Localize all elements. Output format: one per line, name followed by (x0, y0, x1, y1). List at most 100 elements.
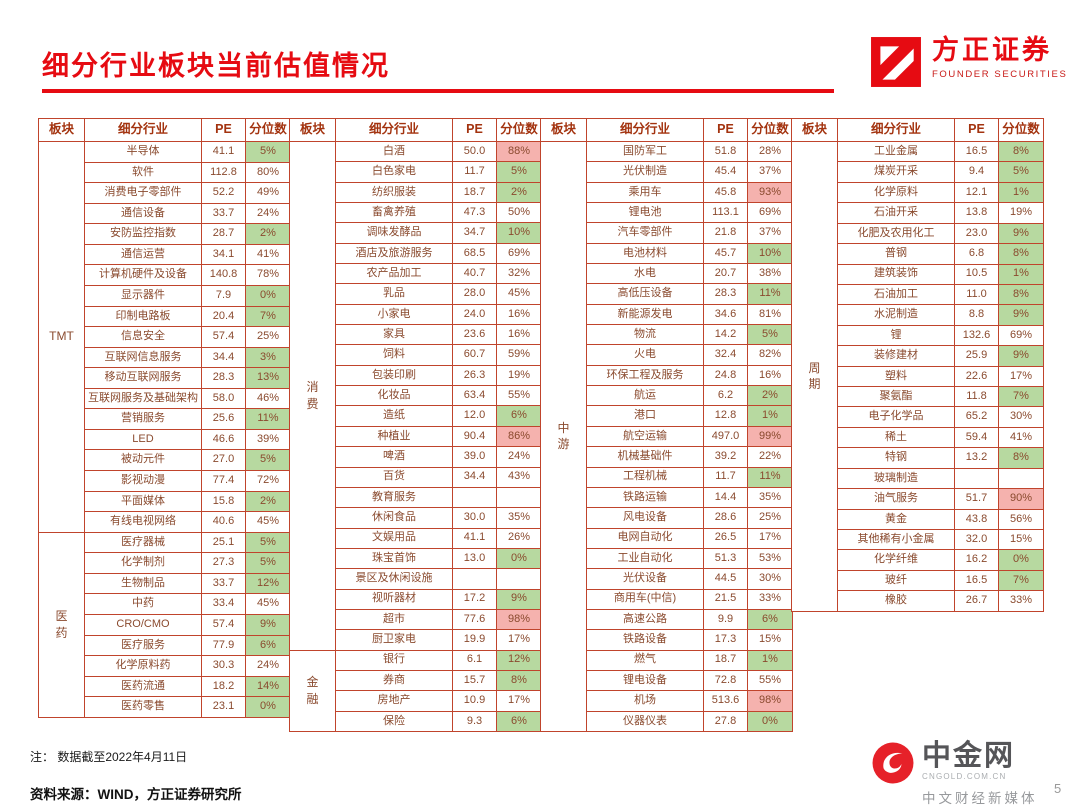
pe-value: 24.0 (452, 303, 497, 326)
percentile-value: 37% (747, 161, 793, 183)
table-row: 港口 12.8 1% (541, 405, 793, 427)
percentile-value: 59% (496, 344, 542, 366)
source-note: 资料来源：WIND，方正证券研究所 (30, 787, 242, 802)
pe-value: 23.0 (954, 222, 999, 245)
pe-value: 63.4 (452, 385, 497, 407)
industry-name: 石油开采 (837, 202, 955, 224)
pe-value: 12.1 (954, 181, 999, 204)
percentile-value (496, 568, 542, 590)
table-row: 显示器件 7.9 0% (39, 284, 291, 307)
pe-value: 32.0 (954, 529, 999, 551)
column-header: 分位数 (747, 118, 793, 142)
table-row: 化妆品 63.4 55% (290, 385, 542, 407)
industry-name: 互联网服务及基础架构 (84, 387, 202, 410)
pe-value: 45.8 (703, 181, 748, 204)
industry-name: 化肥及农用化工 (837, 222, 955, 245)
percentile-value: 5% (245, 449, 291, 471)
industry-name: 化学纤维 (837, 549, 955, 571)
pe-value: 27.8 (703, 710, 748, 732)
column-header: 细分行业 (335, 118, 453, 142)
table-row: 印制电路板 20.4 7% (39, 305, 291, 328)
table-row: 医药流通 18.2 14% (39, 675, 291, 698)
valuation-subtable: 板块 细分行业 PE 分位数 TMT 半导体 41.1 5% 软件 112.8 80% 消费电子零部件… (38, 118, 291, 718)
industry-name: 计算机硬件及设备 (84, 264, 202, 286)
column-header: 板块 (289, 118, 336, 142)
table-header-row: 板块 细分行业 PE 分位数 (791, 118, 1044, 142)
industry-name: 化妆品 (335, 385, 453, 407)
percentile-value: 9% (998, 345, 1044, 367)
cngold-domain: CNGOLD.COM.CN (922, 772, 1007, 781)
industry-name: 通信运营 (84, 243, 202, 266)
table-row: 消费电子零部件 52.2 49% (39, 182, 291, 204)
table-row: 调味发酵品 34.7 10% (290, 222, 542, 244)
percentile-value: 53% (747, 547, 793, 570)
valuation-subtable: 板块 细分行业 PE 分位数消 费白酒 50.0 88% 白色家电 11.7 5% 纺织服装 18.… (289, 118, 542, 732)
industry-name: 厨卫家电 (335, 629, 453, 651)
industry-name: 电子化学品 (837, 406, 955, 428)
percentile-value: 81% (747, 303, 793, 326)
table-row: 机械基础件 39.2 22% (541, 446, 793, 468)
pe-value: 46.6 (201, 428, 246, 451)
pe-value: 25.1 (201, 531, 246, 554)
table-header-row: 板块 细分行业 PE 分位数 (540, 118, 793, 142)
table-row: 新能源发电 34.6 81% (541, 303, 793, 326)
industry-name: 白色家电 (335, 161, 453, 183)
percentile-value: 10% (496, 222, 542, 244)
pe-value: 77.9 (201, 634, 246, 657)
percentile-value: 5% (245, 552, 291, 574)
percentile-value: 22% (747, 446, 793, 468)
table-row: 建筑装饰 10.5 1% (792, 263, 1044, 285)
industry-name: 稀土 (837, 426, 955, 449)
table-row: TMT 半导体 41.1 5% (38, 141, 291, 533)
table-row: 文娱用品 41.1 26% (290, 527, 542, 549)
percentile-value (998, 467, 1044, 490)
title-underline (42, 89, 834, 93)
column-header: 板块 (791, 118, 838, 142)
industry-name: 塑料 (837, 365, 955, 388)
pe-value: 112.8 (201, 161, 246, 184)
pe-value: 30.3 (201, 655, 246, 677)
table-row: 工程机械 11.7 11% (541, 466, 793, 488)
industry-name: 饲料 (335, 344, 453, 366)
table-row: 教育服务 (290, 486, 542, 509)
table-row: 玻璃制造 (792, 467, 1044, 490)
pe-value: 18.2 (201, 675, 246, 698)
column-header: PE (201, 118, 246, 142)
industry-name: 纺织服装 (335, 181, 453, 204)
table-row: 中药 33.4 45% (39, 593, 291, 615)
table-row: 被动元件 27.0 5% (39, 449, 291, 471)
pe-value: 39.2 (703, 446, 748, 468)
industry-name: 酒店及旅游服务 (335, 242, 453, 265)
pe-value: 72.8 (703, 669, 748, 692)
industry-name: 港口 (586, 405, 704, 427)
cngold-logo-icon (872, 742, 914, 784)
table-row: 平面媒体 15.8 2% (39, 490, 291, 513)
sector-label: 医 药 (38, 531, 85, 718)
percentile-value: 55% (496, 385, 542, 407)
pe-value: 45.4 (703, 161, 748, 183)
table-row: 风电设备 28.6 25% (541, 507, 793, 529)
table-row: 软件 112.8 80% (39, 161, 291, 184)
percentile-value: 8% (998, 243, 1044, 265)
table-row: 种植业 90.4 86% (290, 425, 542, 448)
industry-name: 光伏设备 (586, 568, 704, 590)
industry-name: 平面媒体 (84, 490, 202, 513)
percentile-value: 45% (245, 511, 291, 533)
column-header: PE (703, 118, 748, 142)
pe-value: 30.0 (452, 507, 497, 529)
pe-value: 51.7 (954, 488, 999, 510)
pe-value: 9.3 (452, 710, 497, 732)
pe-value: 17.3 (703, 629, 748, 651)
percentile-value: 1% (998, 263, 1044, 285)
pe-value: 34.7 (452, 222, 497, 244)
data-note: 注： 数据截至2022年4月11日 (30, 750, 188, 764)
industry-name: 小家电 (335, 303, 453, 326)
industry-name: LED (84, 428, 202, 451)
industry-name: 医药流通 (84, 675, 202, 698)
percentile-value: 26% (496, 527, 542, 549)
percentile-value: 69% (496, 242, 542, 265)
pe-value: 77.4 (201, 470, 246, 492)
table-header-row: 板块 细分行业 PE 分位数 (289, 118, 542, 142)
pe-value: 13.2 (954, 447, 999, 469)
valuation-subtable: 板块 细分行业 PE 分位数中 游国防军工 51.8 28% 光伏制造 45.4 37% 乘用车 4… (540, 118, 793, 732)
